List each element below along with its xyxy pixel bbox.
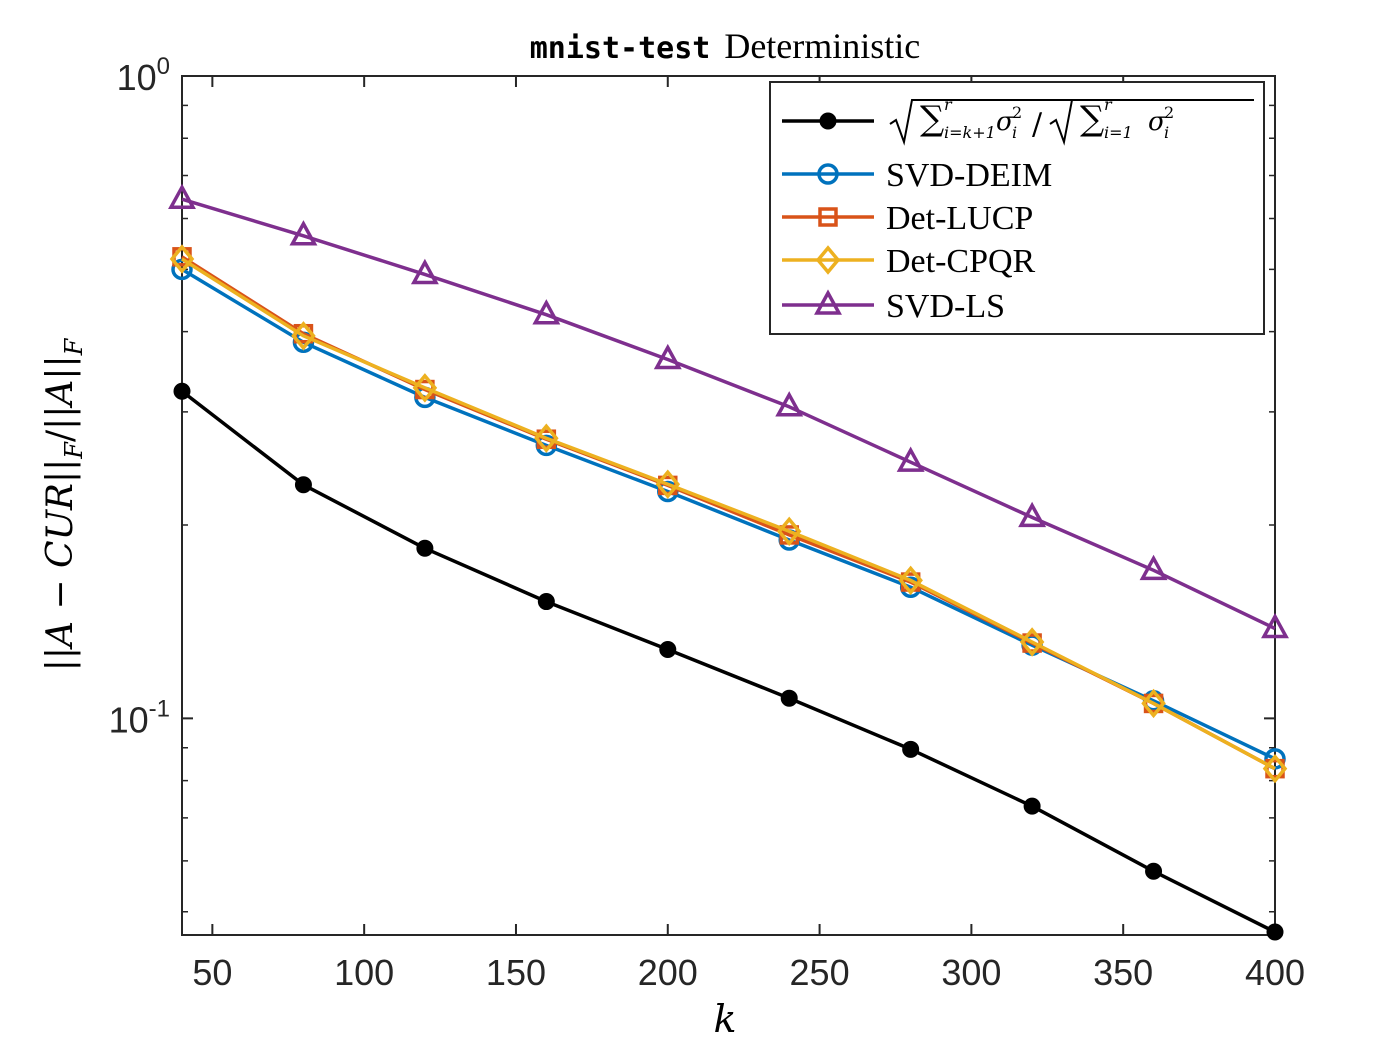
series-line [180,389,1276,934]
data-point [775,391,804,417]
x-tick-label: 100 [334,952,394,993]
chart-title-text: Deterministic [724,26,920,66]
svg-text:i=1: i=1 [1104,123,1133,142]
data-point [1145,862,1163,880]
legend-marker [817,163,839,185]
svg-text:i: i [1012,123,1017,142]
legend-label: SVD-DEIM [886,157,1052,194]
data-point [537,593,555,611]
series-line [181,257,1276,771]
x-tick-label: 350 [1093,952,1153,993]
data-point [1139,554,1168,581]
data-point [416,539,434,557]
series-line [181,197,1276,631]
data-point [653,343,682,370]
data-point [410,258,439,285]
data-point [655,469,681,499]
legend-item-5: SVD-LS [782,288,1005,325]
svg-text:i=k+1: i=k+1 [944,123,996,142]
svg-text:∑: ∑ [920,99,944,139]
data-point [1262,753,1288,784]
data-point [1019,627,1045,657]
data-point [173,382,191,400]
data-point [1266,923,1284,941]
y-tick-label: 100 [117,53,170,98]
x-tick-label: 200 [638,952,698,993]
data-point [1023,797,1041,815]
x-tick-label: 150 [486,952,546,993]
svg-text:σ: σ [1148,107,1167,137]
legend-label: SVD-LS [886,288,1005,325]
x-tick-label: 300 [941,952,1001,993]
data-point [780,689,798,707]
legend-label: Det-CPQR [886,243,1036,280]
sqrt-sign-2 [1049,99,1254,146]
chart-title-code: mnist-test [530,31,711,66]
x-tick-label: 400 [1245,952,1305,993]
data-point [534,423,559,453]
data-point [168,183,196,209]
svg-text:2: 2 [1012,103,1022,122]
series-5 [168,183,1289,639]
x-tick-label: 50 [192,952,232,993]
x-axis-label: k [713,997,736,1041]
svg-text:2: 2 [1164,103,1174,122]
svg-text:/: / [1032,107,1043,142]
data-point [532,299,561,325]
legend-item-3: Det-LUCP [782,200,1033,237]
data-point [294,476,312,494]
data-point [776,516,802,547]
legend-item-1 [782,112,874,130]
series-1 [173,382,1284,941]
data-point [291,321,316,351]
data-point [659,640,677,658]
legend-marker [815,245,841,275]
x-tick-label: 250 [790,952,850,993]
legend-marker [819,112,837,130]
legend-marker [814,289,842,315]
data-point [412,373,438,403]
legend-box [769,81,1265,335]
svg-text:σ: σ [996,107,1015,137]
svg-text:∑: ∑ [1080,99,1104,139]
data-point [1261,612,1289,639]
svg-text:r: r [944,95,953,114]
svg-text:i: i [1164,123,1169,142]
data-point [1018,501,1047,528]
sqrt-sign-1 [889,99,1078,146]
data-point [289,220,318,246]
legend-label: Det-LUCP [886,200,1033,237]
legend-item-4: Det-CPQR [782,243,1036,280]
data-point [898,565,923,596]
data-point [1141,688,1166,719]
legend-entry-formula: ∑ r i=k+1 σ 2 i / ∑ r i=1 σ 2 i [889,95,1254,146]
data-point [896,446,925,472]
data-point [169,244,195,274]
axis-ticks: 50 100 150 200 250 300 350 400 10-1 100 [109,53,1305,993]
legend-item-2: SVD-DEIM [782,157,1052,194]
y-tick-label: 10-1 [109,695,170,740]
series-4 [169,244,1288,784]
y-axis-label: ||A − CUR||F/||A||F [40,337,88,671]
legend-marker [818,207,838,227]
legend: SVD-DEIM Det-LUCP Det-CPQR SVD-LS ∑ r i=k+1… [769,81,1265,335]
svg-text:r: r [1104,95,1113,114]
chart-title: mnist-test Deterministic [530,26,921,66]
data-point [902,740,920,758]
series-layer [168,183,1289,941]
